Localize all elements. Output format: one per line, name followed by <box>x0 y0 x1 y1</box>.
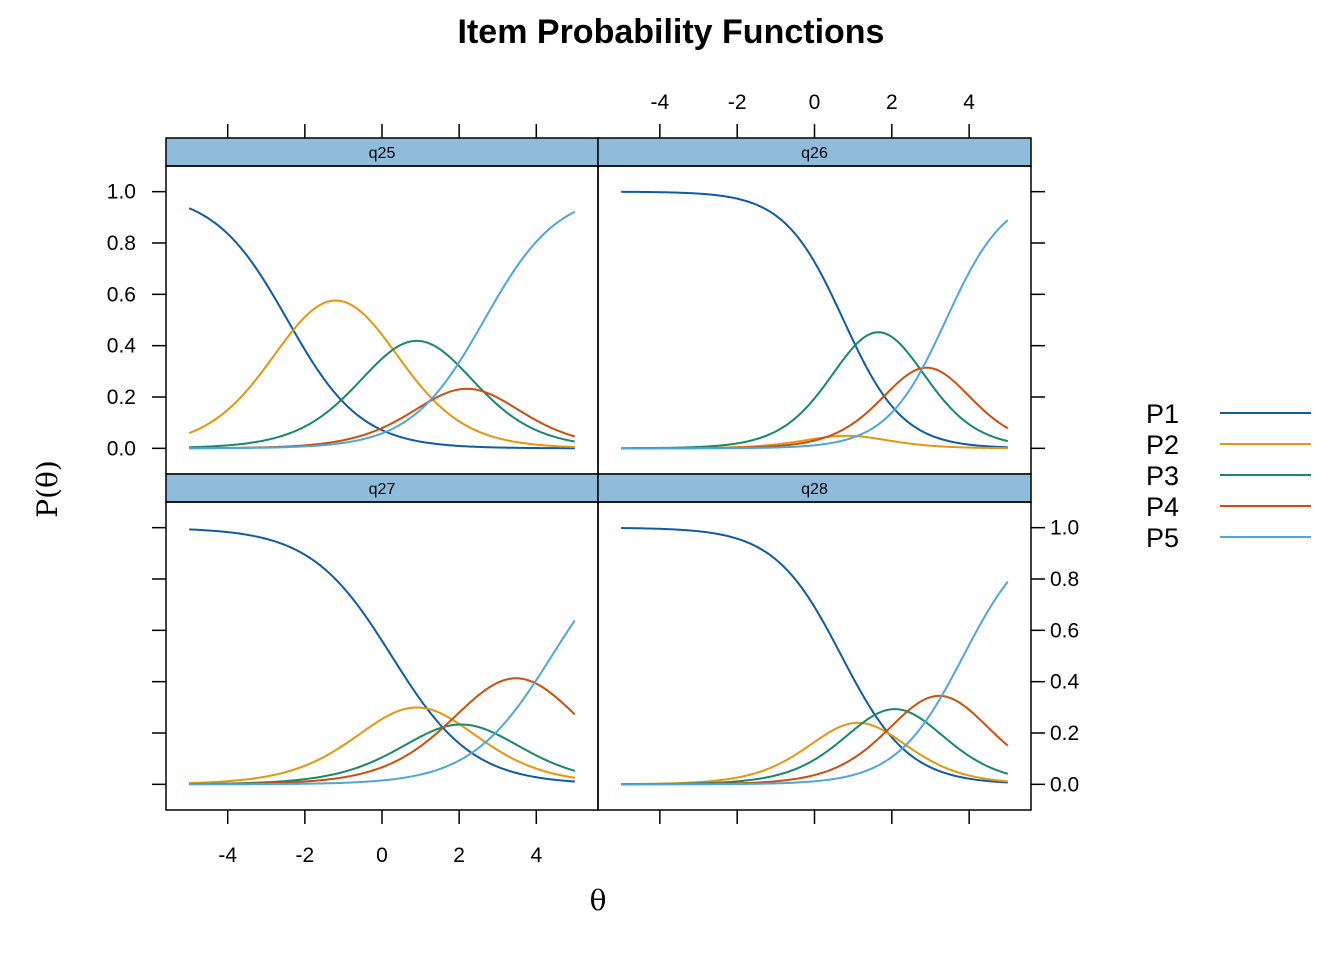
y-axis-label: P(θ) <box>31 460 64 518</box>
x-tick-label-bottom: 2 <box>453 844 465 867</box>
chart-title: Item Probability Functions <box>458 13 885 51</box>
curve-q27-P2 <box>189 706 576 785</box>
curve-q26-P3 <box>621 331 1009 450</box>
y-tick-label-right: 0.4 <box>1050 671 1080 694</box>
x-tick-label-bottom: 4 <box>530 844 542 867</box>
legend-label-P4: P4 <box>1146 492 1179 522</box>
y-tick-label-left: 0.0 <box>107 437 136 460</box>
strip-label-q25: q25 <box>369 145 396 162</box>
curve-q28-P5 <box>621 581 1009 786</box>
panel-q27: q27 <box>165 473 599 811</box>
y-tick-label-right: 0.8 <box>1050 568 1079 591</box>
curve-q25-P1 <box>188 207 575 450</box>
y-tick-label-right: 0.0 <box>1050 773 1079 796</box>
strip-label-q28: q28 <box>801 481 828 498</box>
panel-border-q28 <box>597 501 1032 811</box>
strip-q25 <box>165 137 599 167</box>
panels: q25 q26 q27 q28 <box>165 137 1032 811</box>
curve-q27-P4 <box>189 677 576 786</box>
x-tick-label-top: 0 <box>809 91 821 114</box>
curve-q27-P3 <box>189 723 576 786</box>
y-tick-label-left: 0.8 <box>107 232 136 255</box>
y-tick-label-left: 0.6 <box>107 283 136 306</box>
curve-q27-P5 <box>189 619 576 786</box>
curve-q25-P5 <box>189 210 576 450</box>
legend-label-P5: P5 <box>1146 523 1179 553</box>
legend-label-P1: P1 <box>1146 399 1179 429</box>
panel-border-q26 <box>597 165 1032 475</box>
curve-q27-P1 <box>189 528 575 783</box>
y-tick-label-right: 0.2 <box>1050 722 1079 745</box>
strip-label-q26: q26 <box>801 145 828 162</box>
curve-q25-P2 <box>188 299 575 449</box>
y-tick-label-right: 0.6 <box>1050 619 1079 642</box>
curve-q28-P4 <box>621 694 1009 786</box>
x-tick-label-top: 2 <box>886 91 898 114</box>
panel-q25: q25 <box>165 137 599 475</box>
legend-label-P2: P2 <box>1146 430 1179 460</box>
curve-q25-P4 <box>189 387 576 450</box>
strip-q27 <box>165 473 599 503</box>
curve-q26-P1 <box>621 190 1008 449</box>
x-tick-label-bottom: -4 <box>218 844 237 867</box>
panel-q26: q26 <box>597 137 1032 475</box>
panel-border-q27 <box>165 501 599 811</box>
y-tick-label-left: 1.0 <box>107 181 136 204</box>
x-axis-label: θ <box>590 884 607 917</box>
x-tick-label-top: 4 <box>963 91 975 114</box>
x-tick-label-top: -4 <box>651 91 670 114</box>
strip-label-q27: q27 <box>369 481 396 498</box>
x-tick-label-bottom: -2 <box>296 844 315 867</box>
x-tick-label-bottom: 0 <box>376 844 388 867</box>
y-tick-label-left: 0.2 <box>107 386 136 409</box>
strip-q28 <box>597 473 1032 503</box>
panel-q28: q28 <box>597 473 1032 811</box>
y-tick-label-right: 1.0 <box>1050 517 1079 540</box>
curve-q25-P3 <box>189 339 576 449</box>
curve-q28-P1 <box>621 527 1008 784</box>
curve-q26-P5 <box>621 219 1009 450</box>
x-tick-label-top: -2 <box>728 91 747 114</box>
legend-label-P3: P3 <box>1146 461 1179 491</box>
y-tick-label-left: 0.4 <box>107 335 137 358</box>
axes: -4 -4 -2 -2 0 0 2 2 4 4 0.0 0.0 0.2 0.2 0.4 0.4 0.6 0.6 0.… <box>107 91 1080 867</box>
curve-q28-P3 <box>621 708 1009 786</box>
